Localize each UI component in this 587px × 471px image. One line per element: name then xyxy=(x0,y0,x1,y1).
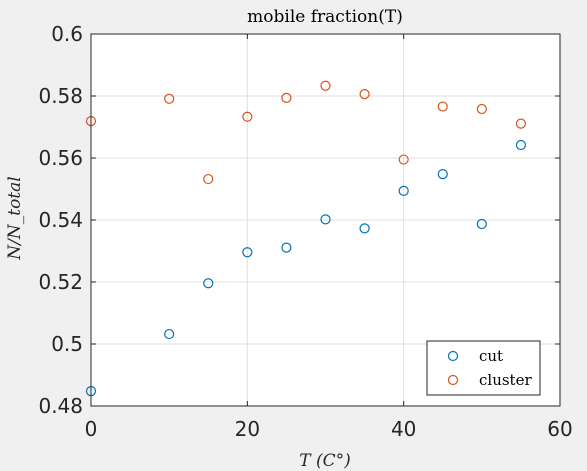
cut-data-point xyxy=(242,247,253,258)
cluster-data-point xyxy=(359,89,370,100)
x-axis-label: T (C°) xyxy=(299,451,351,471)
x-tick-label: 20 xyxy=(235,417,260,441)
cut-data-point xyxy=(320,214,331,225)
cluster-data-point xyxy=(515,118,527,129)
cluster-data-point xyxy=(437,101,448,112)
legend-box xyxy=(426,340,541,396)
y-tick-label: 0.52 xyxy=(38,270,83,294)
axes: 0 20 40 60 0.48 0.5 0.52 0.54 0.56 0.58 0.6 xyxy=(38,22,572,441)
cut-data-point xyxy=(515,139,527,151)
cluster-data-point xyxy=(398,154,409,165)
cluster-data-point xyxy=(242,111,253,122)
cluster-data-point xyxy=(164,93,175,104)
y-tick-label: 0.58 xyxy=(38,84,83,108)
series-cluster xyxy=(85,80,527,185)
cut-data-point xyxy=(203,278,214,289)
cut-data-point xyxy=(437,169,448,180)
cut-data-point xyxy=(359,223,370,234)
cluster-data-point xyxy=(203,173,214,185)
x-tick-label: 0 xyxy=(85,417,98,441)
cut-data-point xyxy=(476,218,487,230)
cluster-data-point xyxy=(476,103,487,115)
x-tick-label: 40 xyxy=(391,417,416,441)
chart-title: mobile fraction(T) xyxy=(247,7,403,27)
cut-data-point xyxy=(164,328,175,340)
y-tick-label: 0.56 xyxy=(38,146,83,170)
legend-marker-cut xyxy=(447,350,459,362)
cut-data-point xyxy=(398,185,409,196)
cut-data-point xyxy=(281,242,292,253)
x-tick-label: 60 xyxy=(547,417,572,441)
y-tick-label: 0.6 xyxy=(51,22,83,46)
y-axis-label: N/N_total xyxy=(5,176,25,260)
legend: cut cluster xyxy=(426,340,541,396)
y-tick-label: 0.54 xyxy=(38,208,83,232)
legend-label-cut: cut xyxy=(479,347,503,365)
legend-marker-cluster xyxy=(447,374,459,386)
y-tick-label: 0.5 xyxy=(51,332,83,356)
grid xyxy=(91,34,560,406)
cluster-data-point xyxy=(281,92,292,103)
legend-label-cluster: cluster xyxy=(479,371,532,389)
cluster-data-point xyxy=(320,80,331,91)
y-tick-label: 0.48 xyxy=(38,394,83,418)
